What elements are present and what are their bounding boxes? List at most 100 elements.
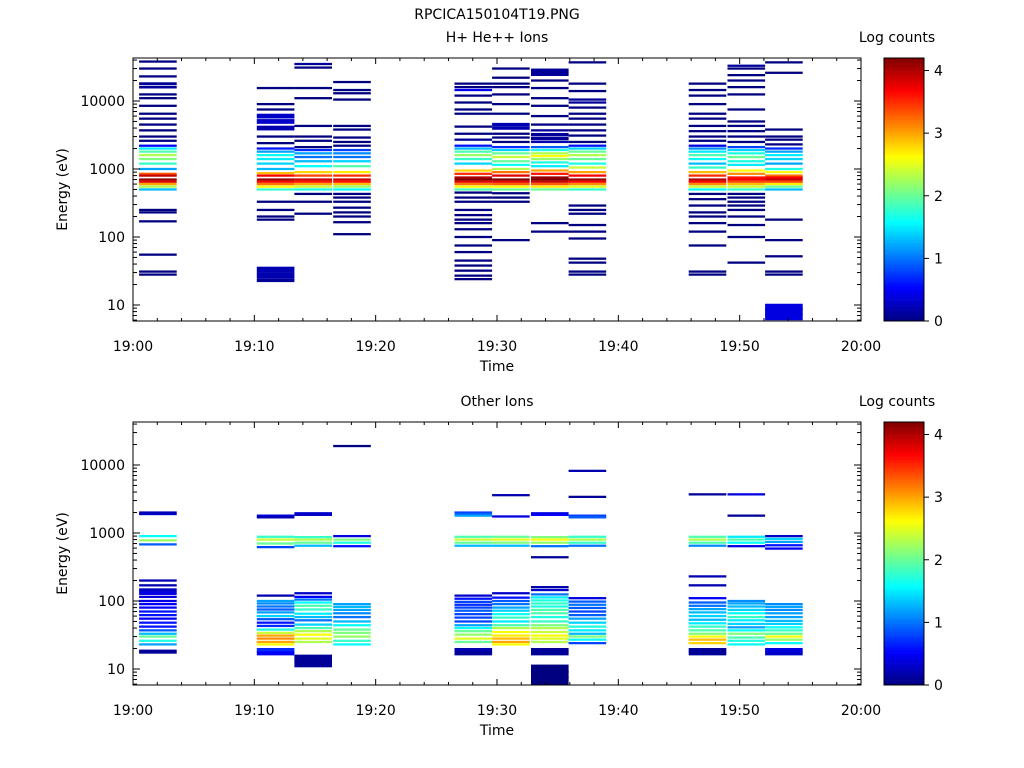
- colorbar-frame: [883, 421, 925, 686]
- cell-col9-bin4: [727, 541, 766, 544]
- colorbar-step: [884, 200, 924, 203]
- colorbar-step: [884, 625, 924, 629]
- cell-col0-bin3: [139, 539, 177, 542]
- cell-col9-bin13: [727, 622, 766, 626]
- cell-col3-bin11: [333, 155, 371, 159]
- colorbar-step: [884, 253, 924, 256]
- cell-col7-bin13: [568, 147, 607, 150]
- cell-col3-bin9: [333, 615, 371, 619]
- cell-col6-bin20: [531, 630, 569, 634]
- cell-col0-bin10: [139, 599, 177, 603]
- cell-col1-bin10: [256, 153, 295, 157]
- cell-col5-bin5: [492, 544, 530, 547]
- cell-col3-bin9: [333, 148, 371, 152]
- colorbar-step: [884, 496, 924, 500]
- cell-col1-bin13: [256, 618, 295, 621]
- cell-col6-bin14: [531, 152, 569, 155]
- colorbar-step: [884, 301, 924, 304]
- cell-col9-bin0: [727, 493, 766, 496]
- colorbar-step: [884, 246, 924, 249]
- colorbar-step: [884, 202, 924, 206]
- cell-col2-bin3: [294, 538, 332, 541]
- cell-col1-bin2: [256, 108, 295, 111]
- colorbar-step: [884, 540, 924, 543]
- cell-col0-bin15: [139, 147, 177, 150]
- cell-col2-bin10: [294, 155, 332, 159]
- cell-col3-bin26: [333, 215, 371, 218]
- cell-col0-bin18: [139, 629, 177, 632]
- cell-col8-bin0: [688, 82, 727, 85]
- cell-col3-bin6: [333, 136, 371, 139]
- cell-col3-bin2: [333, 538, 371, 541]
- cell-col0-bin21: [139, 172, 177, 175]
- cell-col9-bin16: [727, 632, 766, 635]
- cell-col4-bin11: [454, 606, 493, 609]
- cell-col1-bin23: [256, 215, 295, 218]
- cell-col0-bin24: [139, 180, 177, 183]
- cell-col8-bin5: [688, 575, 727, 578]
- colorbar-step: [884, 489, 924, 493]
- colorbar-step: [884, 542, 924, 546]
- x-tick-label: 19:50: [719, 703, 759, 719]
- cell-col3-bin14: [333, 170, 371, 174]
- cell-col10-bin24: [765, 273, 803, 276]
- colorbar-step: [884, 426, 924, 429]
- cell-col7-bin34: [568, 270, 607, 273]
- cell-col10-bin5: [765, 602, 803, 606]
- colorbar-step: [884, 226, 924, 230]
- cell-col0-bin0: [139, 60, 177, 63]
- cell-col4-bin16: [454, 624, 493, 627]
- cell-col2-bin14: [294, 619, 332, 622]
- cell-col5-bin17: [492, 630, 530, 634]
- cell-col2-bin22: [294, 659, 332, 666]
- cell-col10-bin20: [765, 218, 803, 221]
- cell-col0-bin6: [139, 97, 177, 100]
- cell-col2-bin4: [294, 541, 332, 544]
- colorbar-step: [884, 575, 924, 578]
- colorbar-tick-label: 1: [934, 615, 943, 631]
- colorbar-step: [884, 592, 924, 596]
- cell-col0-bin11: [139, 129, 177, 132]
- cell-col2-bin9: [294, 152, 332, 155]
- cell-col8-bin9: [688, 604, 727, 607]
- cell-col6-bin11: [531, 140, 569, 144]
- colorbar-step: [884, 638, 924, 642]
- x-tick-label: 19:40: [598, 339, 638, 355]
- cell-col6-bin0: [531, 512, 569, 515]
- cell-col4-bin36: [454, 264, 493, 267]
- colorbar-step: [884, 158, 924, 162]
- colorbar-step: [884, 527, 924, 530]
- cell-col5-bin9: [492, 602, 530, 606]
- colorbar-step: [884, 152, 924, 155]
- cell-col6-bin24: [531, 182, 569, 186]
- cell-col0-bin16: [139, 621, 177, 624]
- cell-col3-bin16: [333, 178, 371, 181]
- colorbar-step: [884, 573, 924, 576]
- cell-col5-bin2: [492, 535, 530, 538]
- colorbar-step: [884, 590, 924, 594]
- cell-col5-bin18: [492, 167, 530, 171]
- cell-col9-bin5: [727, 545, 766, 548]
- cell-col10-bin7: [765, 150, 803, 153]
- colorbar-step: [884, 117, 924, 120]
- cell-col7-bin12: [568, 610, 607, 613]
- cell-col0-bin19: [139, 162, 177, 165]
- colorbar-step: [884, 62, 924, 65]
- colorbar-step: [884, 316, 924, 320]
- cell-col9-bin33: [727, 235, 766, 239]
- cell-col1-bin6: [256, 135, 295, 138]
- cell-col2-bin13: [294, 170, 332, 174]
- colorbar: 0 1 2 3 4 Log counts: [859, 394, 943, 694]
- cell-col6-bin25: [531, 185, 569, 188]
- colorbar-step: [884, 682, 924, 686]
- cell-col7-bin15: [568, 621, 607, 624]
- colorbar-step: [884, 606, 924, 609]
- cell-col3-bin13: [333, 631, 371, 634]
- cell-col8-bin2: [688, 538, 727, 541]
- colorbar-step: [884, 209, 924, 212]
- colorbar-step: [884, 619, 924, 622]
- cell-col2-bin16: [294, 180, 332, 183]
- colorbar-step: [884, 641, 924, 644]
- cell-col5-bin14: [492, 620, 530, 623]
